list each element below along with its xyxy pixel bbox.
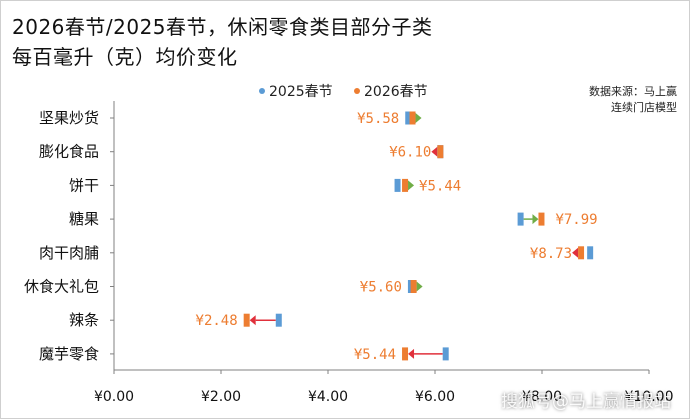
category-label: 休食大礼包 bbox=[24, 278, 99, 296]
chart-title-line-2: 每百毫升（克）均价变化 bbox=[12, 45, 238, 69]
marker-2025 bbox=[517, 212, 524, 226]
marker-2025 bbox=[587, 246, 594, 260]
legend-label-2026: 2026春节 bbox=[364, 84, 428, 100]
category-label: 饼干 bbox=[69, 176, 99, 194]
marker-2025 bbox=[394, 178, 401, 192]
marker-2026 bbox=[243, 313, 250, 327]
data-label-2026: ¥8.73 bbox=[530, 246, 572, 262]
data-label-2026: ¥5.44 bbox=[354, 347, 396, 363]
marker-2025 bbox=[442, 347, 449, 361]
marker-2026 bbox=[437, 145, 444, 159]
marker-2026 bbox=[578, 246, 585, 260]
x-tick-label: ¥8.00 bbox=[522, 389, 562, 405]
category-label: 糖果 bbox=[69, 210, 99, 228]
x-tick-label: ¥6.00 bbox=[415, 389, 455, 405]
change-arrow-head bbox=[408, 180, 415, 191]
data-label-2026: ¥5.60 bbox=[360, 280, 402, 296]
marker-2025 bbox=[405, 111, 412, 125]
marker-2026 bbox=[402, 178, 409, 192]
chart-title-line-1: 2026春节/2025春节，休闲零食类目部分子类 bbox=[12, 15, 433, 39]
change-arrow-head bbox=[416, 281, 423, 292]
data-label-2026: ¥7.99 bbox=[555, 212, 597, 228]
data-label-2026: ¥5.44 bbox=[419, 178, 461, 194]
legend-item-2025: 2025春节 bbox=[259, 81, 333, 101]
legend-marker-2026 bbox=[354, 88, 360, 94]
change-arrow-head bbox=[415, 113, 422, 123]
legend-item-2026: 2026春节 bbox=[354, 81, 428, 101]
marker-2025 bbox=[275, 313, 282, 327]
source-note-line-1: 数据来源：马上赢 bbox=[589, 85, 677, 98]
watermark: 搜狐号@马上赢情报站 bbox=[501, 392, 671, 412]
legend-label-2025: 2025春节 bbox=[269, 84, 333, 100]
data-label-2026: ¥5.58 bbox=[357, 111, 399, 127]
category-label: 坚果炒货 bbox=[39, 109, 99, 127]
marker-2026 bbox=[410, 280, 417, 293]
source-note-line-2: 连续门店模型 bbox=[611, 101, 677, 114]
x-tick-label: ¥4.00 bbox=[308, 389, 348, 405]
category-label: 肉干肉脯 bbox=[39, 244, 99, 262]
change-arrow-head bbox=[532, 214, 539, 225]
x-tick-label: ¥0.00 bbox=[94, 389, 134, 405]
category-label: 膨化食品 bbox=[39, 143, 99, 161]
data-label-2026: ¥6.10 bbox=[389, 145, 431, 161]
category-label: 辣条 bbox=[69, 311, 99, 329]
change-arrow-head bbox=[431, 146, 438, 157]
legend-marker-2025 bbox=[259, 88, 265, 94]
marker-2026 bbox=[402, 347, 409, 361]
marker-2026 bbox=[538, 212, 545, 226]
x-tick-label: ¥10.00 bbox=[625, 389, 674, 405]
change-arrow-head bbox=[572, 247, 579, 258]
change-arrow-head bbox=[249, 315, 256, 326]
data-label-2026: ¥2.48 bbox=[196, 313, 238, 329]
change-arrow-head bbox=[408, 348, 415, 359]
marker-2026 bbox=[409, 111, 416, 125]
x-tick-label: ¥2.00 bbox=[201, 389, 241, 405]
category-label: 魔芋零食 bbox=[39, 345, 99, 363]
